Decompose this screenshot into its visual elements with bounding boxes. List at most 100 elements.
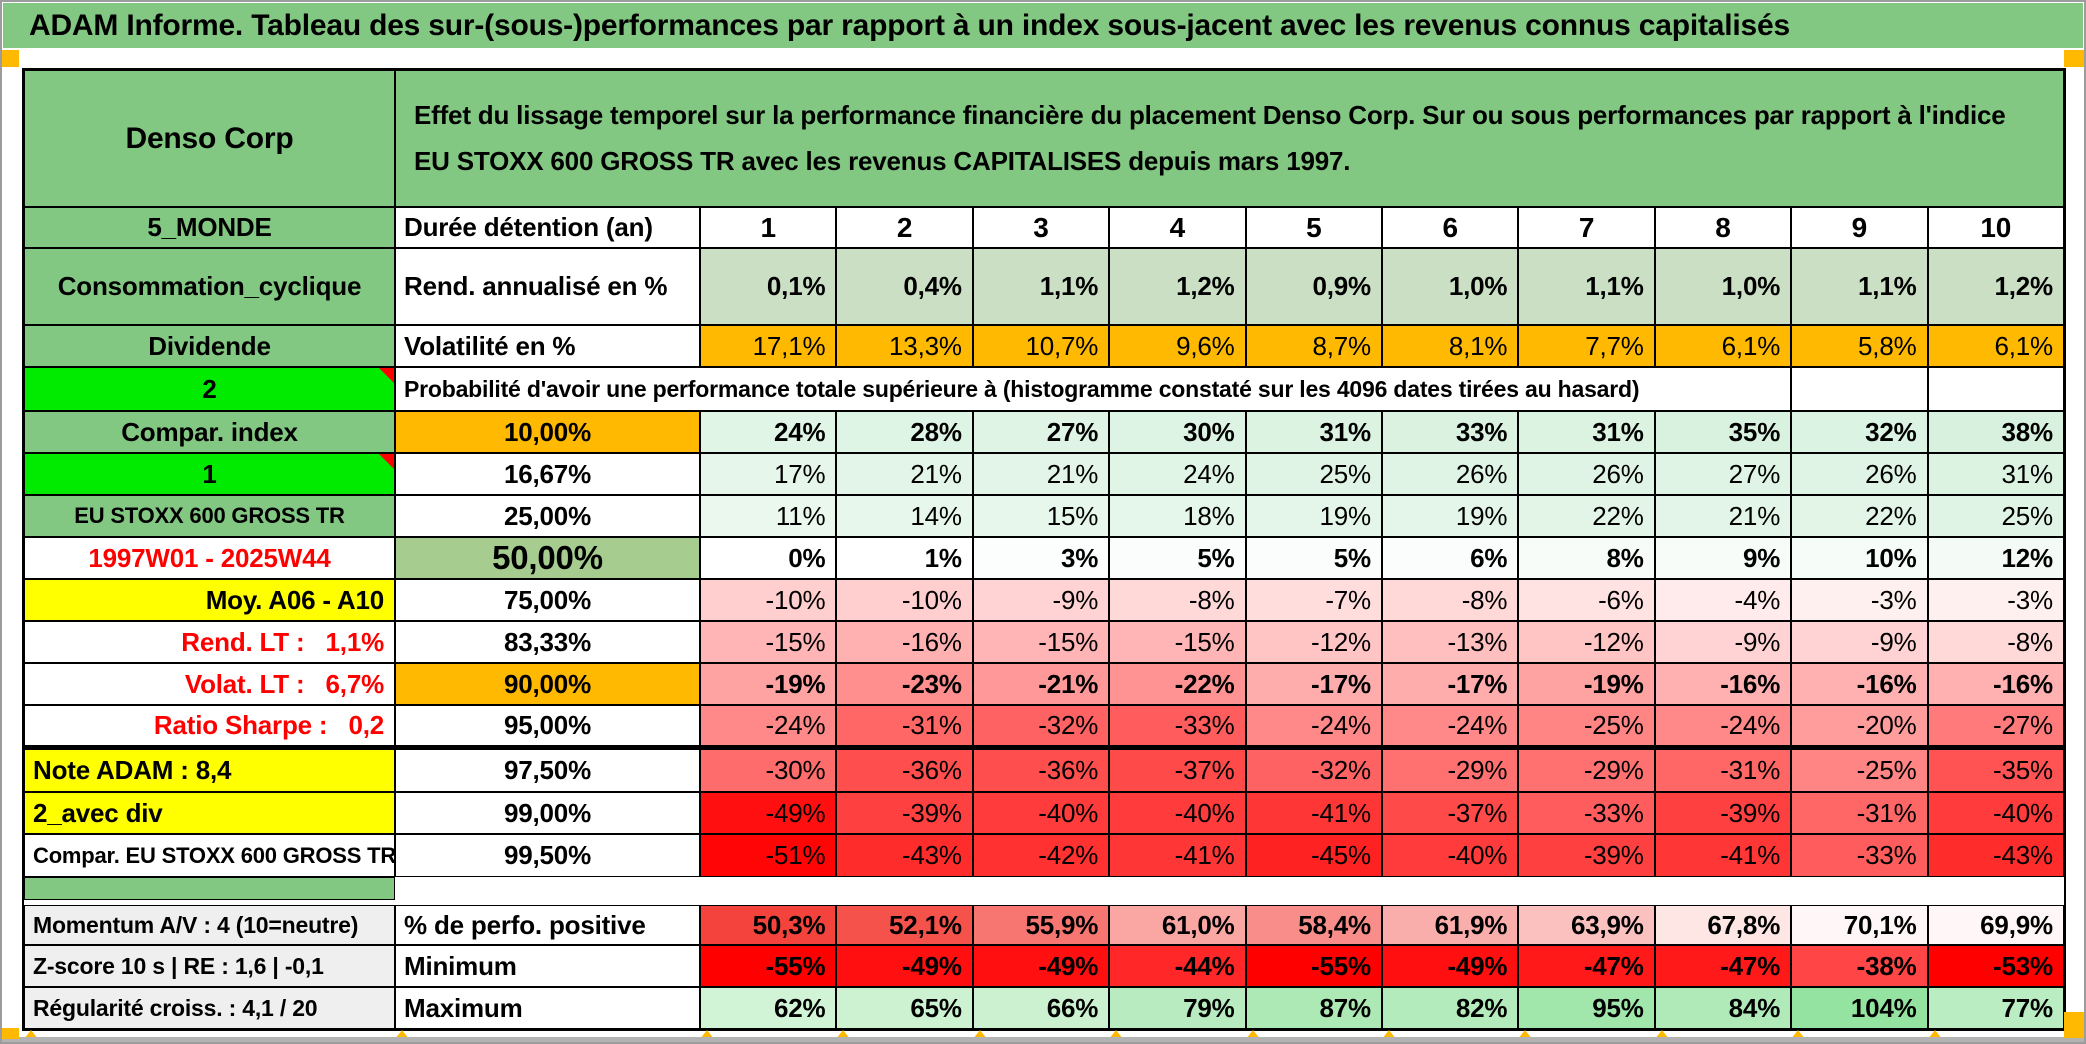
table-cell[interactable]: -31% [1654,749,1792,792]
table-cell[interactable]: -3% [1791,579,1928,621]
table-cell[interactable]: 84% [1654,987,1792,1029]
row-label[interactable]: Compar. index [24,411,395,453]
table-cell[interactable]: -37% [1381,792,1519,834]
table-cell[interactable]: 24% [1109,453,1246,495]
table-cell[interactable]: -49% [1381,945,1519,987]
table-cell[interactable]: 12% [1927,537,2064,579]
table-cell[interactable]: 52,1% [836,905,973,945]
table-cell[interactable]: 7,7% [1518,325,1655,367]
table-cell[interactable]: 3 [972,207,1110,248]
table-cell[interactable]: -41% [1654,834,1792,877]
row-label[interactable]: 5_MONDE [24,207,395,248]
row-metric[interactable]: Maximum [395,987,700,1029]
table-cell[interactable]: 65% [836,987,973,1029]
table-cell[interactable]: -10% [836,579,973,621]
table-cell[interactable]: 9 [1791,207,1928,248]
row-label[interactable]: 1997W01 - 2025W44 [24,537,395,579]
table-cell[interactable]: -24% [1245,705,1382,749]
table-cell[interactable]: -53% [1927,945,2064,987]
row-label[interactable]: Consommation_cyclique [24,248,395,325]
table-cell[interactable]: 1,1% [1518,248,1655,325]
table-cell[interactable]: -37% [1109,749,1246,792]
table-cell[interactable]: 5% [1245,537,1382,579]
table-cell[interactable]: -40% [1927,792,2064,834]
table-cell[interactable]: 1 [700,207,837,248]
table-cell[interactable]: -39% [1654,792,1792,834]
table-cell[interactable]: 58,4% [1245,905,1382,945]
table-cell[interactable]: 1,1% [1791,248,1928,325]
row-metric[interactable]: 10,00% [395,411,700,453]
table-cell[interactable]: -40% [972,792,1110,834]
table-cell[interactable]: -49% [836,945,973,987]
table-cell[interactable]: -44% [1109,945,1246,987]
table-cell[interactable]: 0,9% [1245,248,1382,325]
table-cell[interactable]: -15% [972,621,1110,663]
table-cell[interactable]: -23% [836,663,973,705]
table-cell[interactable]: -32% [972,705,1110,749]
row-metric[interactable]: 25,00% [395,495,700,537]
table-cell[interactable]: -33% [1109,705,1246,749]
table-cell[interactable]: -30% [700,749,837,792]
table-cell[interactable]: -8% [1109,579,1246,621]
table-cell[interactable]: 22% [1518,495,1655,537]
table-cell[interactable]: 5% [1109,537,1246,579]
table-cell[interactable]: 1,0% [1654,248,1792,325]
table-cell[interactable]: 82% [1381,987,1519,1029]
row-metric[interactable]: 95,00% [395,705,700,749]
row-metric[interactable]: 97,50% [395,749,700,792]
table-cell[interactable]: 6,1% [1654,325,1792,367]
table-cell[interactable]: -41% [1109,834,1246,877]
table-cell[interactable]: 19% [1381,495,1519,537]
table-cell[interactable]: 30% [1109,411,1246,453]
row-metric[interactable]: Durée détention (an) [395,207,700,248]
row-label[interactable]: Note ADAM : 8,4 [24,749,395,792]
table-cell[interactable]: 38% [1927,411,2064,453]
row-label[interactable]: Momentum A/V : 4 (10=neutre) [24,905,395,945]
table-cell[interactable]: 31% [1245,411,1382,453]
table-cell[interactable]: 1,0% [1381,248,1519,325]
table-cell[interactable]: -32% [1245,749,1382,792]
row-label[interactable]: Volat. LT : 6,7% [24,663,395,705]
table-cell[interactable]: -9% [972,579,1110,621]
table-cell[interactable]: 3% [972,537,1110,579]
table-cell[interactable]: -25% [1518,705,1655,749]
table-cell[interactable]: 104% [1791,987,1928,1029]
table-cell[interactable]: 10 [1927,207,2064,248]
table-cell[interactable]: -16% [836,621,973,663]
table-cell[interactable]: -36% [972,749,1110,792]
row-label[interactable]: 1 [24,453,395,495]
table-cell[interactable]: 18% [1109,495,1246,537]
table-cell[interactable]: -19% [700,663,837,705]
row-label[interactable]: Régularité croiss. : 4,1 / 20 [24,987,395,1029]
row-metric[interactable]: 83,33% [395,621,700,663]
table-cell[interactable]: -55% [700,945,837,987]
table-cell[interactable]: 6,1% [1927,325,2064,367]
table-cell[interactable]: 14% [836,495,973,537]
table-cell[interactable]: -7% [1245,579,1382,621]
table-cell[interactable]: -22% [1109,663,1246,705]
table-cell[interactable]: 4 [1109,207,1246,248]
table-cell[interactable]: -41% [1245,792,1382,834]
table-cell[interactable]: 87% [1245,987,1382,1029]
table-cell[interactable]: 8,1% [1381,325,1519,367]
row-metric[interactable]: 16,67% [395,453,700,495]
table-cell[interactable]: 11% [700,495,837,537]
table-cell[interactable]: 27% [1654,453,1792,495]
row-label[interactable]: Rend. LT : 1,1% [24,621,395,663]
entity-name-cell[interactable]: Denso Corp [24,70,395,207]
table-cell[interactable]: 21% [972,453,1110,495]
table-cell[interactable]: 35% [1654,411,1792,453]
table-cell[interactable]: -16% [1927,663,2064,705]
table-cell[interactable]: 26% [1381,453,1519,495]
table-cell[interactable]: 66% [972,987,1110,1029]
table-cell[interactable]: 27% [972,411,1110,453]
table-cell[interactable]: 21% [1654,495,1792,537]
table-cell[interactable]: -43% [836,834,973,877]
table-description-cell[interactable]: Effet du lissage temporel sur la perform… [395,70,2064,207]
table-cell[interactable]: -33% [1518,792,1655,834]
row-metric[interactable]: 90,00% [395,663,700,705]
table-cell[interactable]: -25% [1791,749,1928,792]
row-label[interactable]: Z-score 10 s | RE : 1,6 | -0,1 [24,945,395,987]
table-cell[interactable]: -40% [1381,834,1519,877]
table-cell[interactable]: -13% [1381,621,1519,663]
